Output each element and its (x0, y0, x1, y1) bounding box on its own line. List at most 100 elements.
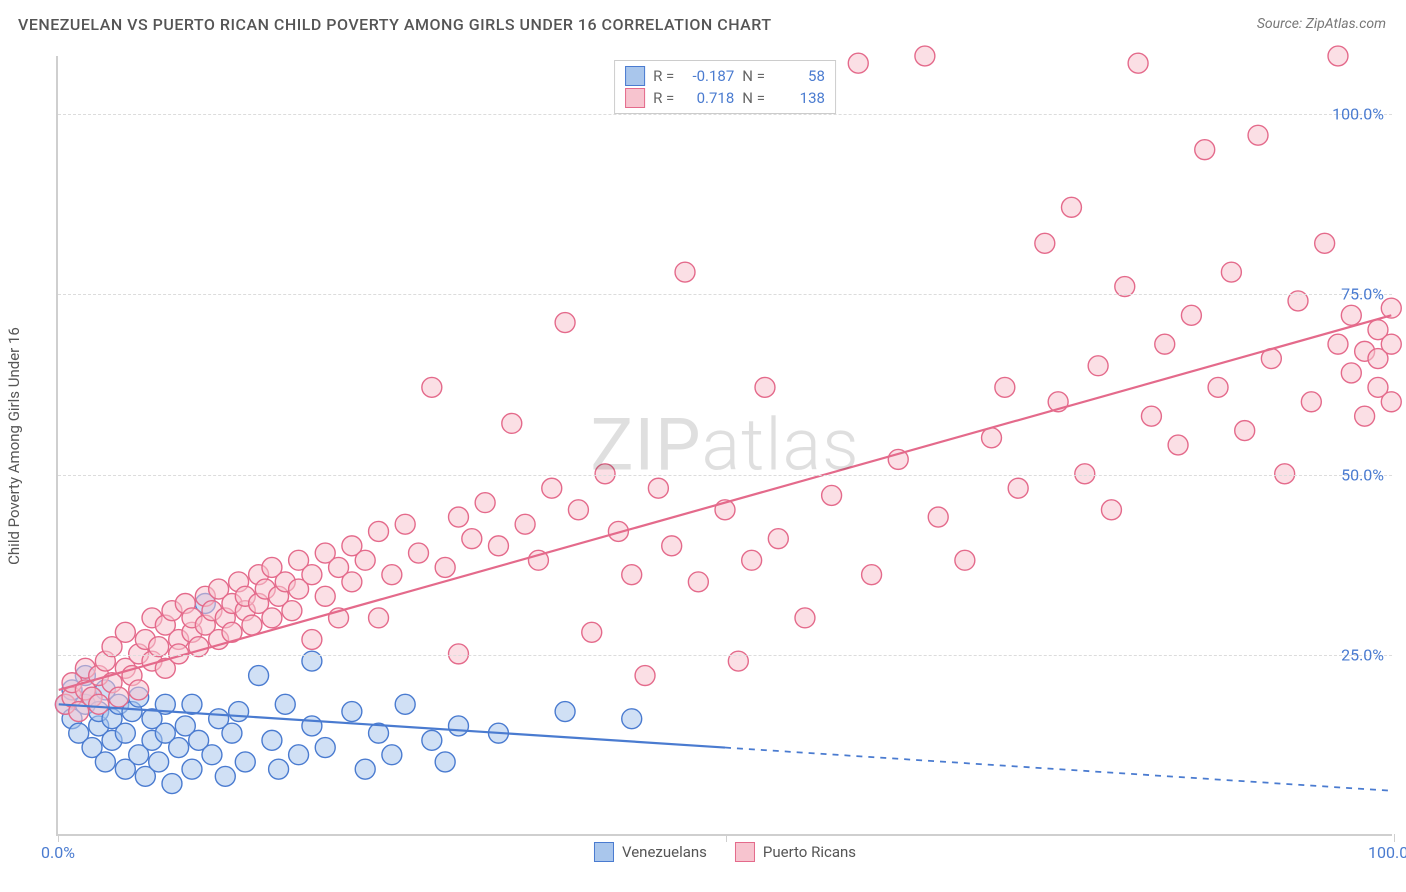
data-point (235, 752, 255, 772)
data-point (89, 694, 109, 714)
data-point (355, 550, 375, 570)
legend-label-b: Puerto Ricans (763, 843, 856, 861)
data-point (1035, 233, 1055, 253)
data-point (435, 752, 455, 772)
data-point (449, 507, 469, 527)
chart-title: VENEZUELAN VS PUERTO RICAN CHILD POVERTY… (18, 15, 772, 34)
plot-area: ZIPatlas R = -0.187 N = 58 R = 0.718 N =… (56, 56, 1392, 836)
data-point (395, 514, 415, 534)
stats-legend-row-0: R = -0.187 N = 58 (625, 65, 825, 87)
data-point (229, 702, 249, 722)
n-label: N = (742, 65, 765, 87)
series-a-swatch (594, 842, 614, 862)
data-point (302, 630, 322, 650)
data-point (1381, 298, 1401, 318)
stats-legend-row-1: R = 0.718 N = 138 (625, 87, 825, 109)
data-point (1168, 435, 1188, 455)
gridline (58, 655, 1392, 656)
data-point (742, 550, 762, 570)
data-point (422, 730, 442, 750)
data-point (1355, 406, 1375, 426)
data-point (109, 687, 129, 707)
data-point (162, 774, 182, 794)
data-point (395, 694, 415, 714)
source-attribution: Source: ZipAtlas.com (1257, 16, 1386, 32)
data-point (315, 586, 335, 606)
data-point (369, 608, 389, 628)
y-tick-label: 75.0% (1341, 285, 1384, 304)
data-point (555, 313, 575, 333)
data-point (129, 680, 149, 700)
data-point (449, 716, 469, 736)
legend-item-a: Venezuelans (594, 842, 707, 862)
data-point (342, 702, 362, 722)
data-point (475, 493, 495, 513)
data-point (662, 536, 682, 556)
data-point (755, 377, 775, 397)
data-point (635, 666, 655, 686)
data-point (1381, 392, 1401, 412)
data-point (595, 464, 615, 484)
data-point (822, 485, 842, 505)
r-value-a: -0.187 (682, 65, 734, 87)
trend-line-extrapolated (725, 748, 1391, 791)
data-point (648, 478, 668, 498)
data-point (1275, 464, 1295, 484)
data-point (1155, 334, 1175, 354)
data-point (1221, 262, 1241, 282)
data-point (282, 601, 302, 621)
data-point (728, 651, 748, 671)
data-point (1315, 233, 1335, 253)
data-point (1208, 377, 1228, 397)
data-point (169, 738, 189, 758)
n-value-b: 138 (773, 87, 825, 109)
data-point (862, 565, 882, 585)
data-point (1328, 334, 1348, 354)
x-tick-label: 100.0% (1368, 843, 1406, 862)
trend-line (59, 315, 1392, 690)
data-point (182, 759, 202, 779)
data-point (848, 53, 868, 73)
y-axis-label: Child Poverty Among Girls Under 16 (5, 327, 23, 565)
gridline (58, 114, 1392, 115)
data-point (342, 572, 362, 592)
data-point (568, 500, 588, 520)
data-point (215, 766, 235, 786)
r-label: R = (653, 87, 674, 109)
y-tick-label: 25.0% (1341, 646, 1384, 665)
gridline (58, 294, 1392, 295)
data-point (382, 565, 402, 585)
legend-label-a: Venezuelans (622, 843, 707, 861)
n-value-a: 58 (773, 65, 825, 87)
data-point (555, 702, 575, 722)
data-point (182, 694, 202, 714)
data-point (995, 377, 1015, 397)
data-point (955, 550, 975, 570)
data-point (582, 622, 602, 642)
series-legend: Venezuelans Puerto Ricans (594, 842, 856, 862)
y-tick-label: 100.0% (1332, 104, 1384, 123)
title-bar: VENEZUELAN VS PUERTO RICAN CHILD POVERTY… (0, 0, 1406, 48)
data-point (688, 572, 708, 592)
data-point (1248, 125, 1268, 145)
data-point (542, 478, 562, 498)
data-point (382, 745, 402, 765)
x-tick-label: 0.0% (41, 843, 75, 862)
data-point (275, 694, 295, 714)
data-point (1341, 363, 1361, 383)
data-point (622, 709, 642, 729)
series-b-swatch (735, 842, 755, 862)
data-point (269, 759, 289, 779)
data-point (149, 752, 169, 772)
data-point (1301, 392, 1321, 412)
data-point (202, 745, 222, 765)
r-label: R = (653, 65, 674, 87)
data-point (1381, 334, 1401, 354)
data-point (1008, 478, 1028, 498)
data-point (1075, 464, 1095, 484)
data-point (422, 377, 442, 397)
data-point (302, 651, 322, 671)
data-point (928, 507, 948, 527)
stats-legend: R = -0.187 N = 58 R = 0.718 N = 138 (614, 60, 836, 114)
legend-item-b: Puerto Ricans (735, 842, 856, 862)
